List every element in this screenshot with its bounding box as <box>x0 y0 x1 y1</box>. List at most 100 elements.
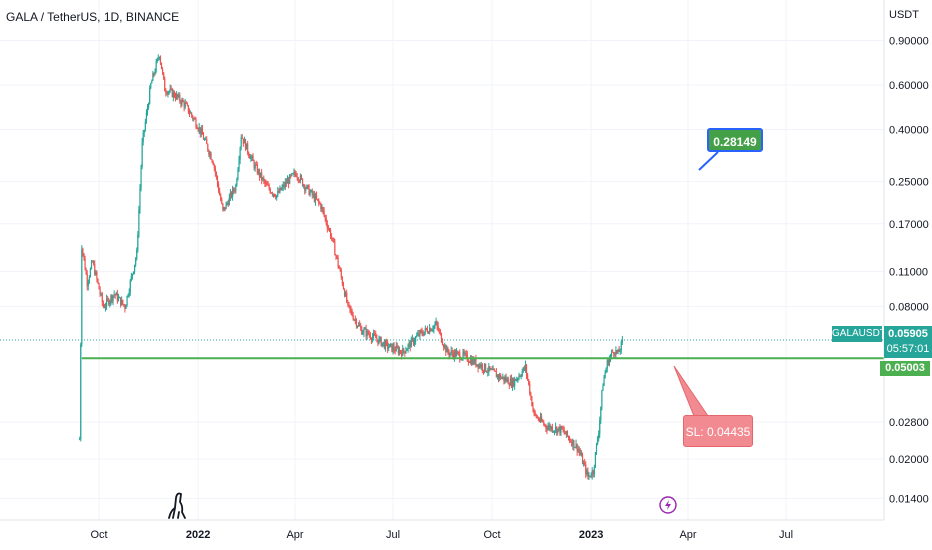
candle-body <box>464 353 466 355</box>
candle-body <box>522 367 524 372</box>
candle-body <box>143 130 145 133</box>
candle-body <box>429 328 431 334</box>
candle-body <box>492 368 494 370</box>
candle-body <box>87 281 89 287</box>
candle-body <box>80 344 82 440</box>
candle-body <box>418 333 420 336</box>
candle-body <box>81 248 83 345</box>
candle-body <box>574 447 576 449</box>
price-tick-label: 0.02000 <box>889 454 929 466</box>
price-axis[interactable]: 0.90000 0.60000 0.40000 0.25000 0.17000 0.110… <box>889 35 929 505</box>
candle-body <box>476 364 478 366</box>
candle-body <box>426 329 429 333</box>
candle-body <box>436 321 438 326</box>
candle-body <box>289 175 291 184</box>
candle-body <box>138 209 140 235</box>
candle-body <box>98 283 100 290</box>
candle-body <box>136 249 138 259</box>
candle-body <box>388 347 390 349</box>
candle-body <box>339 268 341 271</box>
candle-body <box>502 376 504 378</box>
candle-body <box>450 350 452 353</box>
candle-body <box>377 339 379 344</box>
candle-body <box>495 371 497 378</box>
time-tick-label: 2023 <box>579 529 603 541</box>
candle-body <box>328 228 331 231</box>
candle-body <box>549 425 551 430</box>
stop-loss-callout[interactable]: SL: 0.04435 <box>683 415 753 447</box>
candle-body <box>573 440 575 448</box>
candle-body <box>420 330 422 332</box>
candle-body <box>340 270 342 278</box>
candle-body <box>513 379 515 387</box>
candle-body <box>375 335 377 339</box>
candle-body <box>518 375 520 379</box>
candle-body <box>228 196 230 206</box>
candle-body <box>273 193 276 197</box>
candle-body <box>216 176 219 184</box>
candle-body <box>520 376 522 378</box>
symbol-title[interactable]: GALA / TetherUS, 1D, BINANCE <box>6 10 180 24</box>
lightning-icon[interactable] <box>659 496 677 514</box>
candle-body <box>226 202 228 204</box>
candle-body <box>501 377 503 379</box>
support-level-tag: 0.05003 <box>880 361 930 376</box>
candle-body <box>224 207 226 210</box>
candle-body <box>170 88 172 90</box>
candle-body <box>554 426 557 431</box>
candle-body <box>268 185 270 189</box>
candle-body <box>576 443 578 452</box>
candle-body <box>361 328 363 335</box>
candle-body <box>191 112 193 116</box>
candle-body <box>364 328 366 330</box>
time-axis[interactable]: Oct 2022 Apr Jul Oct 2023 Apr Jul <box>90 529 793 541</box>
candle-body <box>585 464 587 475</box>
candle-body <box>256 164 258 174</box>
candle-body <box>463 351 465 355</box>
price-tick-label: 0.90000 <box>889 35 929 47</box>
candle-body <box>84 258 86 270</box>
candle-body <box>587 470 589 477</box>
candle-body <box>304 185 306 191</box>
candle-body <box>345 292 347 297</box>
candle-body <box>122 299 124 305</box>
candle-body <box>210 153 212 160</box>
candle-body <box>346 292 348 302</box>
candle-body <box>126 295 128 306</box>
candle-body <box>605 368 607 373</box>
candle-body <box>609 355 612 359</box>
stop-loss-callout-pointer <box>673 365 709 417</box>
candle-body <box>423 331 425 336</box>
candle-body <box>112 295 114 301</box>
candle-body <box>178 94 180 98</box>
candle-body <box>496 374 499 378</box>
time-tick-label: Oct <box>90 529 107 541</box>
candle-body <box>160 62 163 70</box>
candle-body <box>572 440 574 446</box>
candle-body <box>203 139 206 141</box>
candle-body <box>250 157 252 159</box>
candle-body <box>242 138 244 144</box>
candle-body <box>186 103 188 106</box>
candle-body <box>184 102 186 108</box>
candle-body <box>262 177 264 180</box>
tradingview-logo-icon <box>168 492 186 519</box>
candle-body <box>104 306 107 308</box>
candle-body <box>307 185 309 187</box>
candle-body <box>417 333 419 336</box>
candle-body <box>332 237 334 239</box>
candle-body <box>401 352 403 356</box>
candle-body <box>553 430 556 432</box>
candle-body <box>488 366 490 372</box>
candle-body <box>477 364 479 369</box>
target-callout[interactable]: 0.28149 <box>707 128 763 152</box>
candle-body <box>552 431 555 433</box>
price-tick-label: 0.40000 <box>889 125 929 137</box>
candle-body <box>381 342 383 346</box>
candle-body <box>263 177 265 181</box>
candle-body <box>387 342 389 349</box>
candle-body <box>297 177 299 181</box>
candle-body <box>380 337 382 346</box>
candle-body <box>397 347 399 354</box>
